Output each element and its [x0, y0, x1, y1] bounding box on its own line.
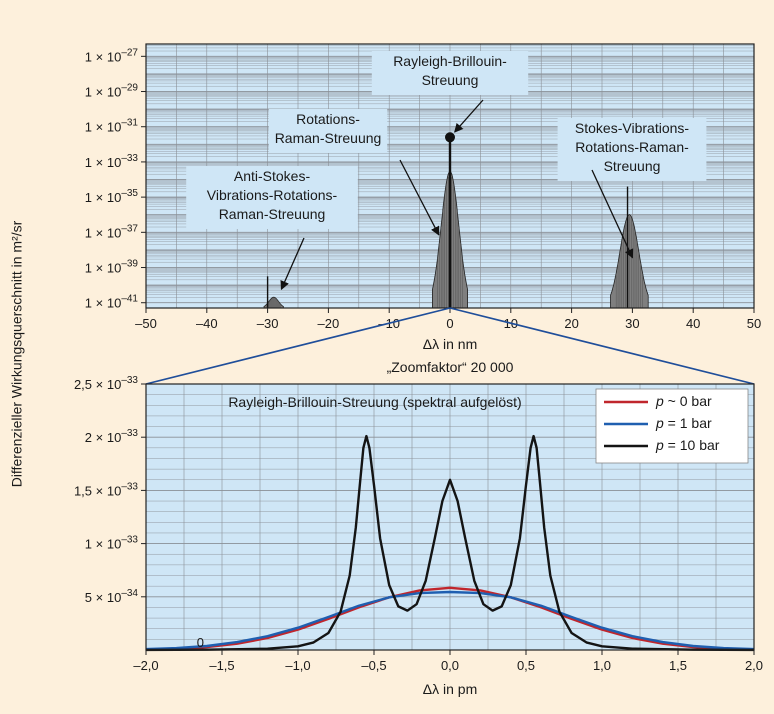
x-tick-label: 40 [686, 316, 700, 331]
rayleigh-peak-dot [445, 132, 455, 143]
series-line-2 [145, 434, 755, 652]
annotation-text: Streuung [422, 72, 479, 88]
zoom-connector-lines [145, 307, 755, 385]
x-tick-label: –30 [257, 316, 279, 331]
x-tick-label: 0,5 [517, 658, 535, 673]
x-tick-label: –2,0 [133, 658, 158, 673]
annotation-box [557, 118, 707, 181]
x-tick-label: –20 [318, 316, 340, 331]
y-tick-label: 1 × 10–31 [85, 118, 139, 135]
x-tick-label: 50 [747, 316, 761, 331]
legend-label: p ~ 0 bar [655, 393, 712, 409]
x-tick-label: 0,0 [441, 658, 459, 673]
series-line-1 [145, 590, 755, 651]
y-tick-label: 1 × 10–41 [85, 294, 139, 311]
annotation-text: Raman-Streuung [275, 130, 382, 146]
y-tick-label: 2,5 × 10–33 [74, 375, 138, 392]
annotation-text: Streuung [604, 158, 661, 174]
annotation-text: Rayleigh-Brillouin- [393, 53, 507, 69]
legend: p ~ 0 bar p = 1 bar p = 10 bar [595, 388, 749, 464]
y-tick-label: 1,5 × 10–33 [74, 481, 138, 498]
x-tick-label: 20 [564, 316, 578, 331]
annotation-text: Rotations-Raman- [575, 139, 689, 155]
zoom-chart-title: Rayleigh-Brillouin-Streuung (spektral au… [228, 394, 521, 410]
x-tick-label: 30 [625, 316, 639, 331]
y-tick-label: 1 × 10–37 [85, 223, 139, 240]
x-tick-label: –50 [135, 316, 157, 331]
annotation-arrow [454, 99, 484, 133]
y-tick-label: 1 × 10–33 [85, 153, 139, 170]
legend-label: p = 10 bar [655, 437, 720, 453]
annotation-box [186, 166, 358, 229]
y-tick-label: 1 × 10–35 [85, 188, 139, 205]
x-tick-label: 2,0 [745, 658, 763, 673]
annotation-arrow [280, 237, 305, 291]
zoom-chart: Rayleigh-Brillouin-Streuung (spektral au… [74, 375, 763, 697]
x-tick-label: 1,5 [669, 658, 687, 673]
annotation-text: Anti-Stokes- [234, 168, 311, 184]
x-tick-label: –40 [196, 316, 218, 331]
annotation-box [268, 109, 388, 153]
annotation-arrow [591, 169, 634, 259]
y-axis-label: Differenzieller Wirkungsquerschnitt in m… [9, 220, 25, 487]
overview-annotations: Rayleigh-Brillouin-StreuungRotations-Ram… [186, 51, 707, 291]
zoom-factor-label: „Zoomfaktor“ 20 000 [387, 359, 514, 375]
overview-x-axis-label: Δλ in nm [423, 336, 477, 352]
overview-y-ticks: 1 × 10–27 1 × 10–29 1 × 10–31 1 × 10–33 1 × … [85, 47, 146, 311]
y-tick-label: 1 × 10–33 [85, 535, 139, 552]
x-tick-label: 1,0 [593, 658, 611, 673]
annotation-box [371, 51, 529, 95]
zoom-y-ticks: 0 5 × 10–34 1 × 10–33 1,5 × 10–33 2 × 10–33 2… [74, 375, 204, 650]
legend-label: p = 1 bar [655, 415, 712, 431]
x-tick-label: –1,5 [209, 658, 234, 673]
overview-marks [263, 132, 649, 309]
y-tick-label: 1 × 10–29 [85, 83, 139, 100]
zoom-series [145, 434, 755, 652]
overview-x-ticks: –50–40–30–20–1001020304050 [135, 308, 761, 331]
y-tick-label: 0 [197, 635, 204, 650]
y-tick-label: 5 × 10–34 [85, 588, 139, 605]
annotation-text: Vibrations-Rotations- [207, 187, 338, 203]
y-tick-label: 2 × 10–33 [85, 428, 139, 445]
overview-chart: Rayleigh-Brillouin-StreuungRotations-Ram… [85, 43, 761, 352]
annotation-text: Raman-Streuung [219, 206, 326, 222]
x-tick-label: –1,0 [285, 658, 310, 673]
x-tick-label: 0 [446, 316, 453, 331]
y-tick-label: 1 × 10–27 [85, 47, 139, 64]
annotation-text: Stokes-Vibrations- [575, 120, 689, 136]
zoom-x-axis-label: Δλ in pm [423, 681, 477, 697]
series-line-0 [145, 586, 755, 651]
annotation-text: Rotations- [296, 111, 360, 127]
x-tick-label: –0,5 [361, 658, 386, 673]
annotation-arrow [399, 159, 440, 236]
y-tick-label: 1 × 10–39 [85, 259, 139, 276]
zoom-x-ticks: –2,0 –1,5 –1,0 –0,5 0,0 0,5 1,0 1,5 2,0 [133, 650, 763, 673]
